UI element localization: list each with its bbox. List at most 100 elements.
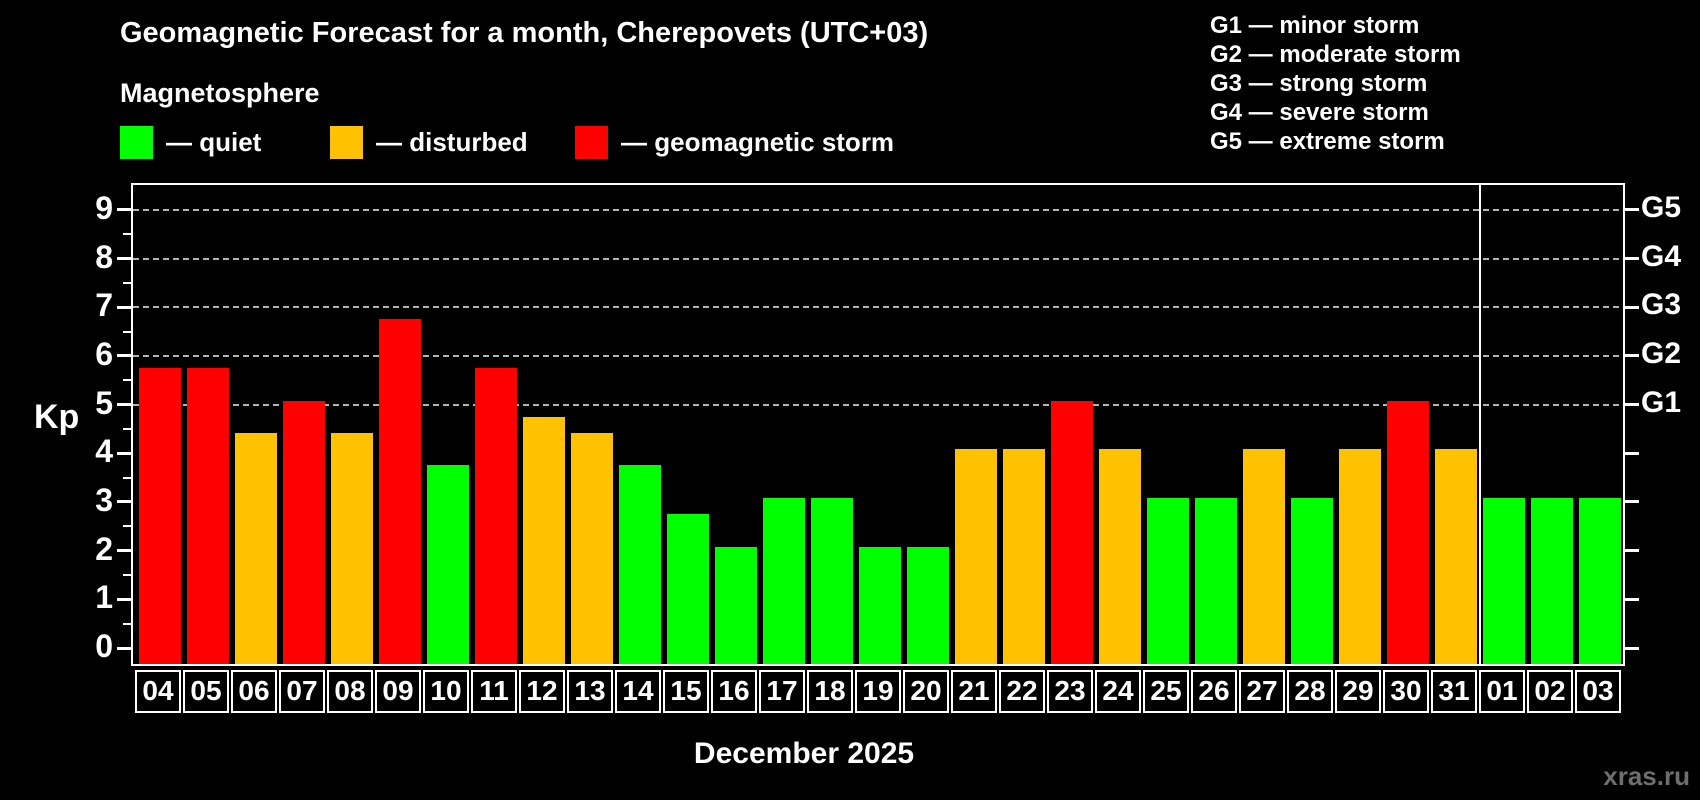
- kp-bar-day-21: [955, 449, 997, 664]
- g-axis-label-g1: G1: [1641, 385, 1682, 419]
- g-scale-legend-line-g1: G1 — minor storm: [1210, 12, 1420, 39]
- kp-bar-day-02: [1531, 498, 1573, 664]
- kp-bar-day-28: [1291, 498, 1333, 664]
- day-label-box: 10: [423, 670, 469, 713]
- g-scale-legend: G1 — minor storm G2 — moderate storm G3 …: [1210, 11, 1461, 156]
- day-label-box: 12: [519, 670, 565, 713]
- kp-bar-day-10: [427, 465, 469, 664]
- kp-bar-day-16: [715, 546, 757, 664]
- kp-axis-minor-tick: [123, 233, 131, 236]
- kp-bar-day-07: [283, 400, 325, 664]
- day-label-box: 01: [1479, 670, 1525, 713]
- kp-axis-tick: [117, 451, 131, 455]
- plot-inner: [117, 185, 1639, 664]
- kp-bar-day-19: [859, 546, 901, 664]
- g-axis-label-g4: G4: [1641, 239, 1682, 273]
- kp-axis-minor-tick: [123, 427, 131, 430]
- page-title: Geomagnetic Forecast for a month, Cherep…: [120, 17, 929, 49]
- kp-axis-title: Kp: [34, 398, 80, 436]
- day-label-box: 24: [1095, 670, 1141, 713]
- gridline-kp8: [133, 257, 1623, 260]
- kp-axis-label-5: 5: [95, 384, 113, 421]
- g-axis-tick: [1625, 500, 1639, 504]
- day-label-box: 13: [567, 670, 613, 713]
- chart-subtitle: Magnetosphere: [120, 78, 320, 108]
- x-axis-month-label: December 2025: [693, 737, 915, 770]
- day-label-box: 04: [135, 670, 181, 713]
- kp-bar-day-24: [1099, 449, 1141, 664]
- kp-axis-label-9: 9: [95, 189, 113, 226]
- day-label-box: 02: [1527, 670, 1573, 713]
- g-axis-tick: [1625, 354, 1639, 358]
- kp-axis-label-2: 2: [95, 530, 113, 567]
- kp-axis-minor-tick: [123, 330, 131, 333]
- day-label-box: 25: [1143, 670, 1189, 713]
- legend-label-quiet: — quiet: [166, 127, 262, 157]
- day-label-box: 20: [903, 670, 949, 713]
- legend-label-disturbed: — disturbed: [376, 127, 528, 157]
- kp-bar-day-29: [1339, 449, 1381, 664]
- kp-axis-label-0: 0: [95, 628, 113, 664]
- kp-bar-day-12: [523, 416, 565, 664]
- day-label-box: 14: [615, 670, 661, 713]
- g-axis-tick: [1625, 305, 1639, 309]
- g-axis-tick: [1625, 549, 1639, 553]
- day-label-box: 29: [1335, 670, 1381, 713]
- day-label-box: 08: [327, 670, 373, 713]
- kp-bar-day-06: [235, 433, 277, 664]
- g-axis-tick: [1625, 257, 1639, 261]
- kp-axis-tick: [117, 354, 131, 358]
- gridline-kp9: [133, 208, 1623, 211]
- day-label-box: 21: [951, 670, 997, 713]
- kp-bar-day-25: [1147, 498, 1189, 664]
- day-label-box: 07: [279, 670, 325, 713]
- kp-axis-label-6: 6: [95, 335, 113, 372]
- kp-bar-day-30: [1387, 400, 1429, 664]
- g-axis-label-g2: G2: [1641, 336, 1682, 370]
- g-scale-legend-line-g4: G4 — severe storm: [1210, 99, 1429, 126]
- kp-axis-tick: [117, 597, 131, 601]
- kp-bar-day-18: [811, 498, 853, 664]
- day-label-box: 23: [1047, 670, 1093, 713]
- g-scale-legend-line-g5: G5 — extreme storm: [1210, 128, 1445, 155]
- kp-bar-day-26: [1195, 498, 1237, 664]
- kp-axis-tick: [117, 257, 131, 261]
- kp-axis-label-4: 4: [95, 433, 113, 470]
- day-label-box: 26: [1191, 670, 1237, 713]
- g-axis-tick: [1625, 646, 1639, 650]
- legend-label-storm: — geomagnetic storm: [621, 127, 895, 157]
- kp-axis-tick: [117, 500, 131, 504]
- kp-axis-tick: [117, 403, 131, 407]
- day-label-box: 16: [711, 670, 757, 713]
- kp-axis-minor-tick: [123, 573, 131, 576]
- kp-bar-day-09: [379, 319, 421, 664]
- kp-bar-day-11: [475, 368, 517, 664]
- day-label-box: 05: [183, 670, 229, 713]
- kp-axis-tick: [117, 646, 131, 650]
- g-axis-label-g5: G5: [1641, 190, 1682, 224]
- kp-bar-day-17: [763, 498, 805, 664]
- disturbed-color-swatch-icon: [330, 126, 363, 159]
- day-label-box: 03: [1575, 670, 1621, 713]
- day-label-box: 17: [759, 670, 805, 713]
- day-label-box: 22: [999, 670, 1045, 713]
- storm-color-swatch-icon: [575, 126, 608, 159]
- kp-axis-label-8: 8: [95, 238, 113, 275]
- g-scale-legend-line-g2: G2 — moderate storm: [1210, 41, 1461, 68]
- g-scale-legend-line-g3: G3 — strong storm: [1210, 70, 1428, 97]
- kp-axis-minor-tick: [123, 281, 131, 284]
- kp-axis-label-1: 1: [95, 579, 113, 616]
- day-label-box: 30: [1383, 670, 1429, 713]
- kp-bar-day-31: [1435, 449, 1477, 664]
- kp-bar-day-13: [571, 433, 613, 664]
- watermark: xras.ru: [1603, 761, 1690, 791]
- kp-axis-minor-tick: [123, 622, 131, 625]
- gridline-kp5: [133, 403, 1623, 406]
- g-axis-tick: [1625, 208, 1639, 212]
- day-label-box: 09: [375, 670, 421, 713]
- kp-axis-tick: [117, 549, 131, 553]
- plot-area: [117, 183, 1639, 666]
- kp-axis-minor-tick: [123, 525, 131, 528]
- kp-axis-minor-tick: [123, 476, 131, 479]
